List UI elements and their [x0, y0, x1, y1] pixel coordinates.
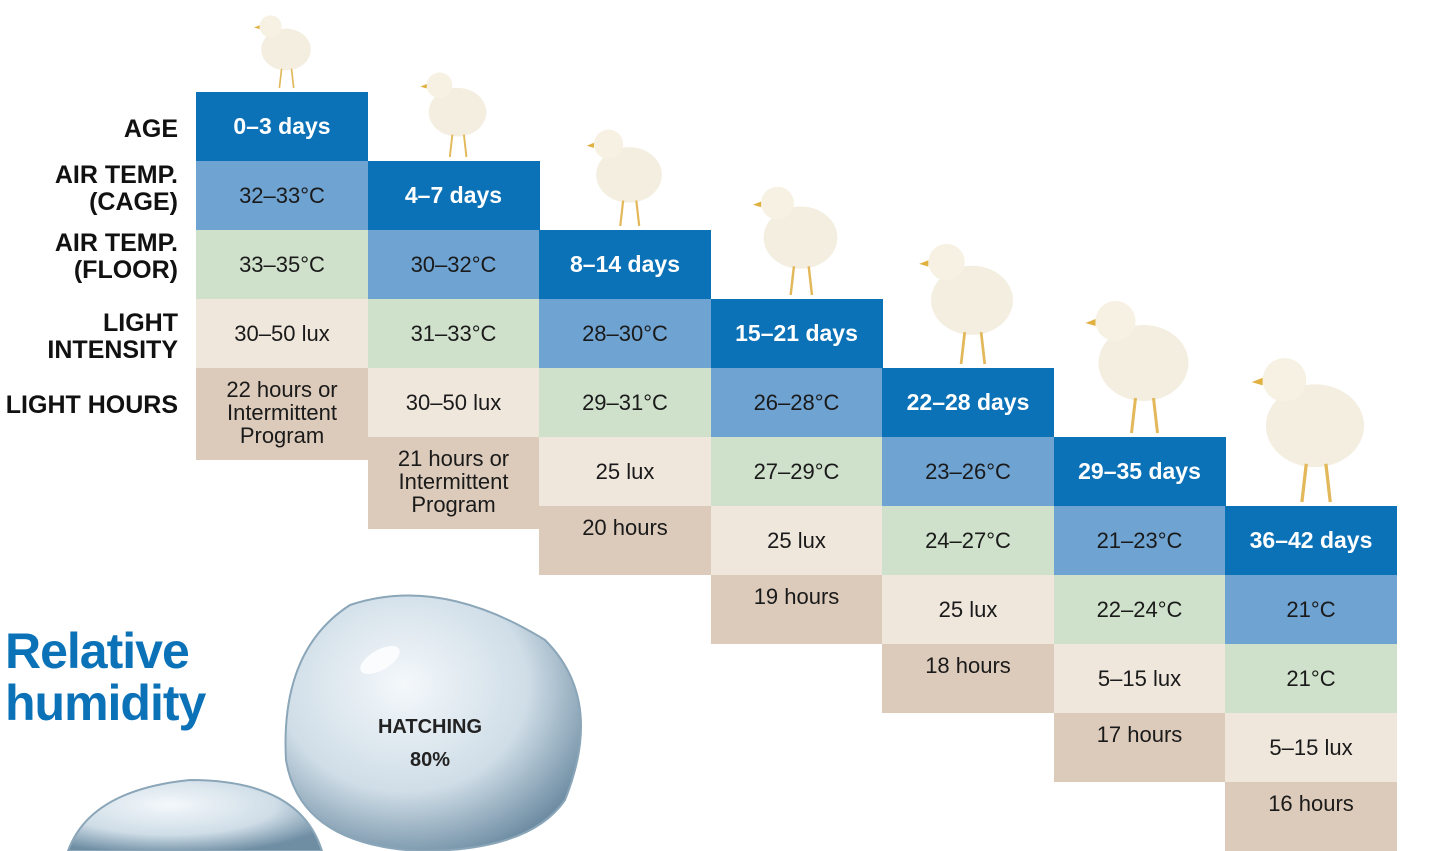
floor-cell: 29–31°C: [539, 368, 711, 437]
floor-cell: 21°C: [1225, 644, 1397, 713]
row-label: AGE: [0, 116, 178, 143]
intensity-cell: 30–50 lux: [196, 299, 368, 368]
row-label: AIR TEMP. (FLOOR): [0, 230, 178, 284]
chick: [420, 73, 486, 157]
hours-cell: 17 hours: [1054, 713, 1226, 782]
cage-cell: 21–23°C: [1054, 506, 1226, 575]
hours-cell: 16 hours: [1225, 782, 1397, 851]
cage-cell: 28–30°C: [539, 299, 711, 368]
hours-cell: 21 hours or Intermittent Program: [368, 437, 540, 529]
intensity-cell: 30–50 lux: [368, 368, 540, 437]
chick: [1086, 301, 1189, 433]
cage-cell: 26–28°C: [711, 368, 883, 437]
hours-cell: 18 hours: [882, 644, 1054, 713]
floor-cell: 27–29°C: [711, 437, 883, 506]
age-cell: 36–42 days: [1225, 506, 1397, 575]
intensity-cell: 5–15 lux: [1225, 713, 1397, 782]
chick: [587, 130, 662, 226]
floor-cell: 31–33°C: [368, 299, 540, 368]
floor-cell: 22–24°C: [1054, 575, 1226, 644]
intensity-cell: 25 lux: [882, 575, 1054, 644]
age-cell: 15–21 days: [711, 299, 883, 368]
row-label: AIR TEMP. (CAGE): [0, 162, 178, 216]
cage-cell: 32–33°C: [196, 161, 368, 230]
intensity-cell: 25 lux: [711, 506, 883, 575]
chick: [1252, 358, 1364, 502]
hours-cell: 19 hours: [711, 575, 883, 644]
humidity-value: 80%: [330, 749, 530, 772]
age-cell: 22–28 days: [882, 368, 1054, 437]
cage-cell: 30–32°C: [368, 230, 540, 299]
cage-cell: 21°C: [1225, 575, 1397, 644]
page: Brooding conditions {"row_labels": ["AGE…: [0, 0, 1431, 851]
chick: [919, 244, 1013, 364]
hours-cell: 20 hours: [539, 506, 711, 575]
age-cell: 29–35 days: [1054, 437, 1226, 506]
intensity-cell: 25 lux: [539, 437, 711, 506]
row-label: LIGHT INTENSITY: [0, 310, 178, 364]
infographic: 0–3 days32–33°C33–35°C30–50 lux22 hours …: [0, 0, 1431, 851]
cage-cell: 23–26°C: [882, 437, 1054, 506]
age-cell: 8–14 days: [539, 230, 711, 299]
row-label: LIGHT HOURS: [0, 392, 178, 419]
age-cell: 0–3 days: [196, 92, 368, 161]
floor-cell: 33–35°C: [196, 230, 368, 299]
chick: [254, 15, 311, 88]
chick: [753, 187, 837, 295]
floor-cell: 24–27°C: [882, 506, 1054, 575]
humidity-label: HATCHING: [330, 716, 530, 739]
humidity-title: Relative humidity: [5, 625, 220, 729]
droplet: [68, 780, 322, 851]
hours-cell: 22 hours or Intermittent Program: [196, 368, 368, 460]
age-cell: 4–7 days: [368, 161, 540, 230]
intensity-cell: 5–15 lux: [1054, 644, 1226, 713]
